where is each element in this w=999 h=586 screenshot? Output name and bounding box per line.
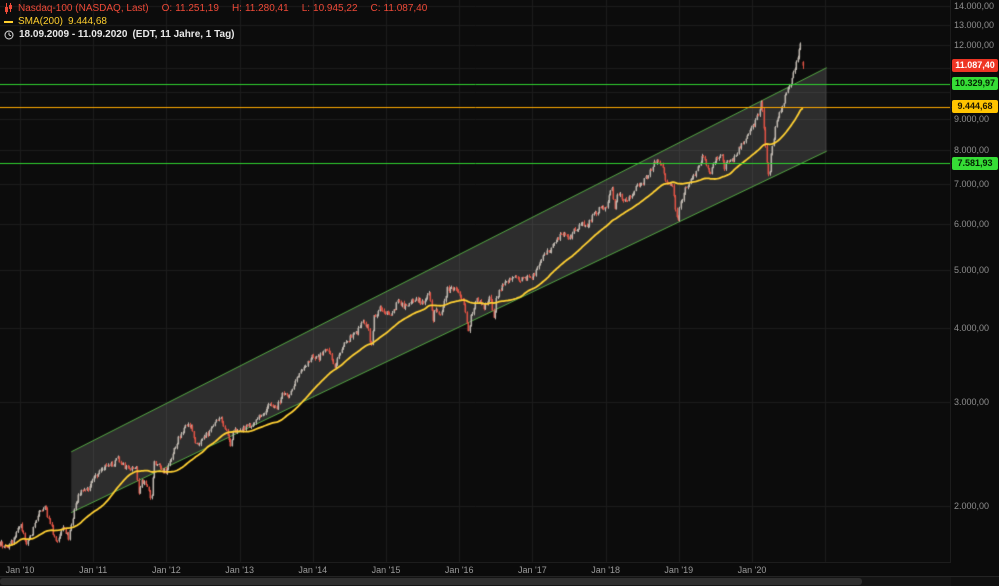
sma-label: SMA(200) (18, 16, 64, 27)
y-axis-tick-label: 12.000,00 (954, 40, 995, 51)
resistance-level-badge[interactable]: 10.329,97 (952, 77, 998, 91)
date-range-row[interactable]: 18.09.2009 - 11.09.2020 (EDT, 11 Jahre, … (4, 28, 427, 41)
y-axis-tick-label: 8.000,00 (954, 144, 990, 155)
x-axis[interactable]: Jan '10 Jan '11 Jan '12 Jan '13 Jan '14 Jan '… (0, 562, 951, 578)
clock-icon (4, 30, 14, 39)
ohlc-high: H: 11.280,41 (231, 3, 289, 14)
x-axis-label: Jan '18 (591, 565, 620, 575)
x-axis-label: Jan '17 (518, 565, 547, 575)
series-info-row[interactable]: Nasdaq-100 (NASDAQ, Last) O: 11.251,19 H:… (4, 2, 427, 15)
date-range-text: 18.09.2009 - 11.09.2020 (19, 29, 128, 40)
x-axis-label: Jan '10 (5, 565, 35, 575)
ohlc-low: L: 10.945,22 (301, 3, 358, 14)
x-axis-label: Jan '14 (298, 565, 328, 575)
y-axis-tick-label: 6.000,00 (954, 218, 990, 229)
sma-value: 9.444,68 (68, 16, 107, 27)
x-axis-label: Jan '16 (444, 565, 474, 575)
x-axis-label: Jan '20 (737, 565, 767, 575)
x-axis-label: Jan '13 (225, 565, 254, 575)
chart-legend: Nasdaq-100 (NASDAQ, Last) O: 11.251,19 H:… (4, 2, 427, 41)
y-axis[interactable]: 14.000,00 13.000,00 12.000,00 9.000,00 8.000… (950, 0, 999, 562)
candlestick-series-icon (5, 3, 12, 14)
y-axis-tick-label: 7.000,00 (954, 178, 990, 189)
y-axis-tick-label: 13.000,00 (954, 19, 995, 30)
y-axis-tick-label: 2.000,00 (954, 501, 990, 512)
x-axis-label: Jan '12 (152, 565, 181, 575)
scrollbar-track[interactable] (0, 576, 999, 586)
support-level-badge[interactable]: 7.581,93 (952, 156, 998, 170)
y-axis-tick-label: 4.000,00 (954, 322, 990, 333)
scrollbar-corner (951, 577, 999, 586)
last-price-badge: 11.087,40 (952, 59, 998, 73)
sma-info-row[interactable]: SMA(200) 9.444,68 (4, 15, 427, 28)
date-range-detail: (EDT, 11 Jahre, 1 Tag) (132, 29, 235, 40)
sma-level-badge[interactable]: 9.444,68 (952, 100, 998, 114)
scrollbar-thumb[interactable] (0, 578, 862, 585)
x-axis-label: Jan '11 (79, 565, 108, 575)
x-axis-label: Jan '15 (371, 565, 401, 575)
y-axis-tick-label: 14.000,00 (954, 0, 995, 11)
x-axis-label: Jan '19 (664, 565, 694, 575)
sma-line-icon (4, 20, 13, 23)
ohlc-close: C: 11.087,40 (370, 3, 428, 14)
y-axis-tick-label: 3.000,00 (954, 396, 990, 407)
y-axis-tick-label: 5.000,00 (954, 265, 990, 276)
ohlc-open: O: 11.251,19 (161, 3, 219, 14)
series-name: Nasdaq-100 (NASDAQ, Last) (18, 3, 149, 14)
y-axis-tick-label: 9.000,00 (954, 114, 990, 125)
